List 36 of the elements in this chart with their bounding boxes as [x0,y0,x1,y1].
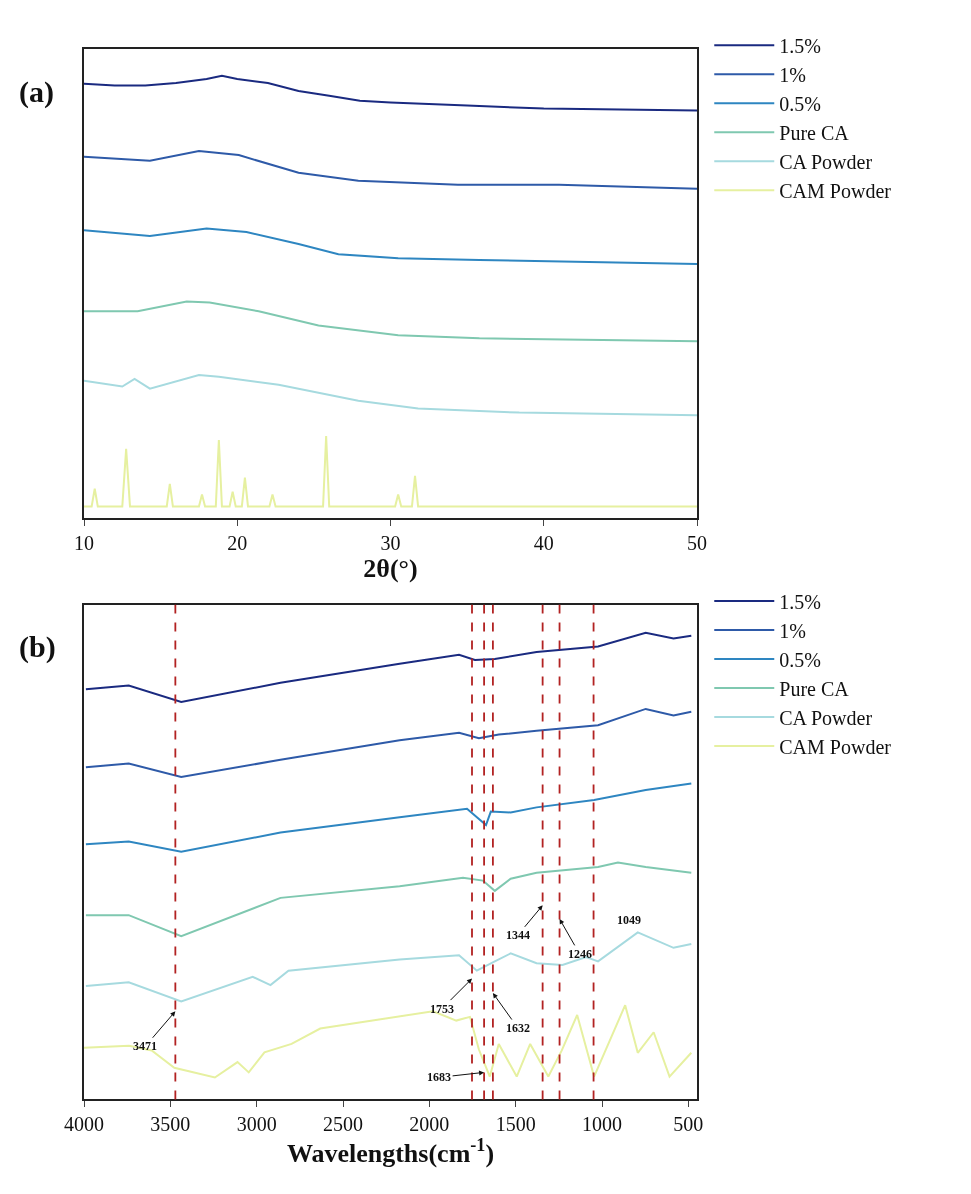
legend-label: CAM Powder [779,180,892,203]
chart-title: (a) [19,75,54,109]
x-tick-label: 4000 [64,1113,104,1136]
legend-label: 1.5% [779,590,821,613]
annotation: 1683 [427,1070,451,1084]
legend-label: Pure CA [779,677,850,700]
annotation: 1049 [617,913,641,927]
legend-label: 1% [779,64,806,87]
legend-label: 1% [779,619,806,642]
annotation: 1632 [506,1021,530,1035]
x-tick-label: 2000 [409,1113,450,1136]
x-tick-label: 2500 [323,1113,364,1136]
x-tick-label: 40 [533,532,554,555]
annotation: 1344 [506,928,530,942]
x-axis-title: 2θ(°) [363,554,418,584]
x-tick-label: 10 [74,532,94,555]
x-axis-title: Wavelengths(cm$^{-1}$) [286,1135,495,1169]
chart-title: (b) [19,630,56,664]
x-tick-label: 50 [687,532,707,555]
x-tick-label: 1000 [582,1113,623,1136]
annotation: 1753 [430,1002,454,1016]
x-tick-label: 3500 [150,1113,191,1136]
legend-label: 0.5% [779,93,821,116]
x-tick-label: 30 [380,532,401,555]
legend-label: Pure CA [779,122,850,145]
legend-label: CA Powder [779,151,873,174]
x-tick-label: 3000 [236,1113,277,1136]
x-tick-label: 500 [673,1113,704,1136]
annotation: 1246 [568,947,592,961]
annotation: 3471 [133,1039,157,1053]
x-tick-label: 1500 [495,1113,536,1136]
legend-label: CA Powder [779,706,873,729]
legend-label: CAM Powder [779,735,892,758]
legend-label: 1.5% [779,35,821,58]
x-tick-label: 20 [227,532,248,555]
legend-label: 0.5% [779,648,821,671]
